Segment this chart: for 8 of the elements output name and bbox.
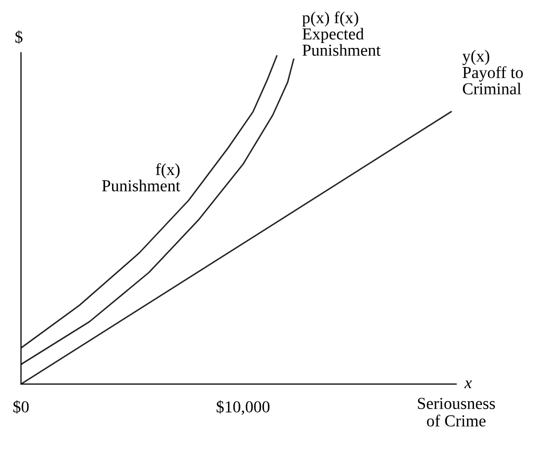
x-axis-title: Seriousness of Crime [418, 398, 495, 426]
series-label: p(x) f(x) Expected Punishment [302, 11, 381, 56]
y-axis-title: $ [15, 30, 22, 44]
x-tick-label: $0 [13, 400, 29, 414]
text: x [464, 380, 472, 388]
series-label: y(x) Payoff to Criminal [462, 50, 523, 94]
series-label: f(x) Punishment [102, 163, 180, 192]
x-tick-label: $10,000 [216, 400, 270, 415]
